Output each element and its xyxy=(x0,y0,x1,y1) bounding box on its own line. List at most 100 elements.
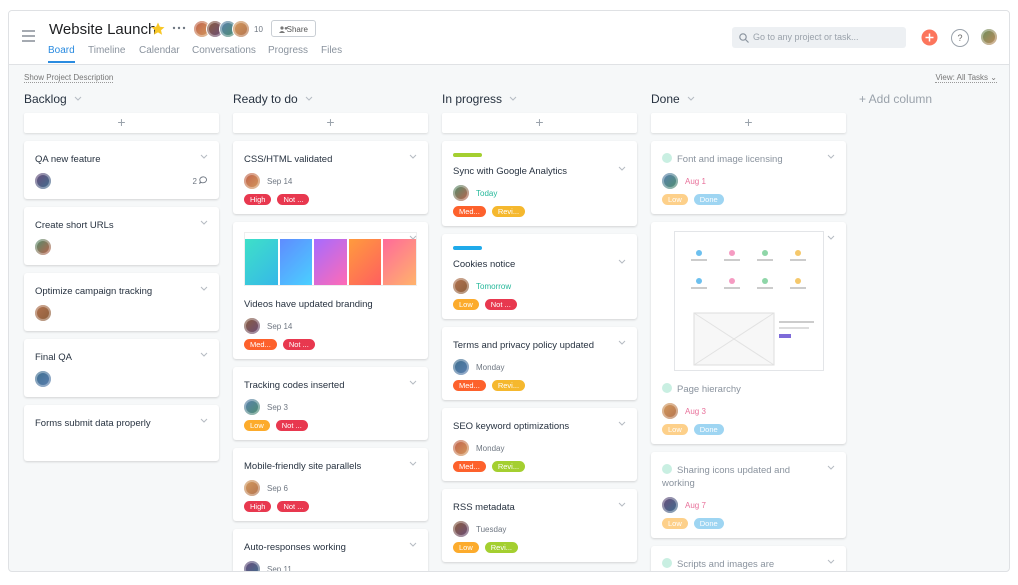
task-title-text: Tracking codes inserted xyxy=(244,380,345,391)
column-header: Ready to do xyxy=(233,91,428,107)
node xyxy=(761,278,768,284)
task-meta xyxy=(35,370,208,388)
side-button xyxy=(778,334,791,338)
task-card[interactable]: Font and image licensing Aug 1 Low Done xyxy=(651,141,846,214)
due-date: Sep 14 xyxy=(267,321,293,331)
task-title: Terms and privacy policy updated xyxy=(453,339,626,352)
tags: Low Done xyxy=(662,194,835,205)
task-card[interactable]: Forms submit data properly xyxy=(24,405,219,461)
tag: Revi... xyxy=(484,542,519,553)
chevron xyxy=(74,96,82,101)
chevron-path xyxy=(509,96,517,101)
task-meta xyxy=(35,238,208,256)
tab[interactable]: Progress xyxy=(268,45,309,56)
task-card[interactable]: Terms and privacy policy updated Monday Me… xyxy=(442,327,637,400)
task-card[interactable]: Page hierarchy Aug 3 Low Done xyxy=(651,222,846,444)
column-title: Done xyxy=(651,92,680,106)
chevron-path xyxy=(200,154,208,159)
chevron xyxy=(409,461,417,466)
task-card[interactable]: Cookies notice Tomorrow Low Not ... xyxy=(442,234,637,319)
more-icon[interactable] xyxy=(172,26,186,30)
tag: Not ... xyxy=(277,194,310,205)
due-date: Aug 7 xyxy=(685,500,706,510)
add-column[interactable]: + Add column xyxy=(859,92,933,106)
share-button[interactable]: Share xyxy=(271,20,316,37)
task-card[interactable]: QA new feature 2 xyxy=(24,141,219,199)
color-bar xyxy=(453,153,482,157)
task-card[interactable]: Tracking codes inserted Sep 3 Low Not ... xyxy=(233,367,428,440)
chevron-path xyxy=(618,340,626,345)
chevron-path xyxy=(618,259,626,264)
avatar xyxy=(244,399,260,415)
task-meta: Today xyxy=(453,184,626,202)
task-meta: Tomorrow xyxy=(453,277,626,295)
column: Ready to do + CSS/HTML validated Sep 14 High… xyxy=(233,91,428,571)
add-button[interactable] xyxy=(921,29,938,46)
task-card[interactable]: Sharing icons updated and working Aug 7 Lo… xyxy=(651,452,846,538)
avatar xyxy=(244,173,260,189)
gradient-swatch xyxy=(279,239,313,285)
avatar xyxy=(244,561,260,571)
add-task[interactable]: + xyxy=(24,113,219,133)
chevron xyxy=(827,465,835,470)
comment-count: 2 xyxy=(193,176,208,186)
task-title-text: Terms and privacy policy updated xyxy=(453,340,594,351)
task-card[interactable]: Final QA xyxy=(24,339,219,397)
task-card[interactable]: Auto-responses working Sep 11 xyxy=(233,529,428,571)
icon-part xyxy=(739,33,747,41)
icon-part xyxy=(745,39,749,43)
add-task[interactable]: + xyxy=(233,113,428,133)
tags: Low Done xyxy=(662,424,835,435)
node xyxy=(794,250,801,256)
task-meta xyxy=(35,304,208,322)
star-shape xyxy=(151,22,165,35)
search-box[interactable]: Go to any project or task... xyxy=(732,27,906,48)
task-title: Mobile-friendly site parallels xyxy=(244,460,417,473)
due-date: Today xyxy=(476,188,498,198)
members[interactable]: 10 xyxy=(193,20,263,39)
tag: Low xyxy=(662,424,688,435)
task-card[interactable]: Optimize campaign tracking xyxy=(24,273,219,331)
task-card[interactable]: Videos have updated branding Sep 14 Med...… xyxy=(233,222,428,359)
tab[interactable]: Timeline xyxy=(88,45,126,56)
tag: Revi... xyxy=(491,380,526,391)
tab[interactable]: Files xyxy=(321,45,343,56)
task-card[interactable]: SEO keyword optimizations Monday Med... Rev… xyxy=(442,408,637,481)
view-label: View: All Tasks xyxy=(935,73,989,82)
tab[interactable]: Board xyxy=(48,45,75,63)
menu-icon[interactable] xyxy=(22,30,36,42)
node xyxy=(728,278,735,284)
task-card[interactable]: Create short URLs xyxy=(24,207,219,265)
project-title: Website Launch xyxy=(49,21,157,38)
add-task[interactable]: + xyxy=(651,113,846,133)
tab[interactable]: Calendar xyxy=(139,45,180,56)
task-card[interactable]: Sync with Google Analytics Today Med... Rev… xyxy=(442,141,637,226)
view-filter[interactable]: View: All Tasks ⌄ xyxy=(935,73,997,83)
chevron xyxy=(687,96,695,101)
star[interactable] xyxy=(151,22,165,36)
task-card[interactable]: Mobile-friendly site parallels Sep 6 High N… xyxy=(233,448,428,521)
user-avatar[interactable] xyxy=(981,29,997,45)
tags: Med... Revi... xyxy=(453,206,626,217)
chevron-path xyxy=(409,380,417,385)
add-task[interactable]: + xyxy=(442,113,637,133)
task-title: Create short URLs xyxy=(35,219,208,232)
show-description[interactable]: Show Project Description xyxy=(24,73,114,83)
side-text xyxy=(778,327,809,329)
task-card[interactable]: CSS/HTML validated Sep 14 High Not ... xyxy=(233,141,428,214)
task-card[interactable]: Scripts and images are xyxy=(651,546,846,571)
node xyxy=(695,278,702,284)
chevron xyxy=(409,154,417,159)
help-button[interactable]: ? xyxy=(951,29,969,47)
icon-part xyxy=(280,26,284,30)
task-card[interactable]: RSS metadata Tuesday Low Revi... xyxy=(442,489,637,562)
task-meta: Sep 6 xyxy=(244,479,417,497)
avatar xyxy=(244,318,260,334)
tab[interactable]: Conversations xyxy=(192,45,256,56)
due-date: Sep 14 xyxy=(267,176,293,186)
task-title-text: Final QA xyxy=(35,352,72,363)
comment-icon xyxy=(199,176,207,185)
tags: High Not ... xyxy=(244,194,417,205)
task-meta: Monday xyxy=(453,358,626,376)
column: In progress + Sync with Google Analytics To… xyxy=(442,91,637,562)
